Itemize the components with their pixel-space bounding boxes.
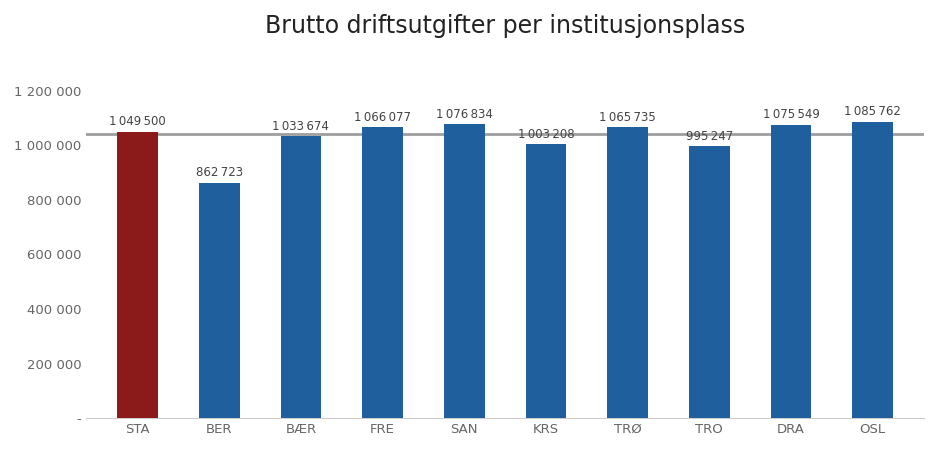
Bar bbox=[444, 124, 485, 418]
Bar bbox=[688, 146, 730, 418]
Text: 1 003 208: 1 003 208 bbox=[518, 128, 574, 141]
Text: 1 085 762: 1 085 762 bbox=[844, 105, 901, 118]
Bar bbox=[199, 183, 240, 418]
Bar bbox=[770, 125, 811, 418]
Text: 1 076 834: 1 076 834 bbox=[436, 108, 492, 121]
Text: 862 723: 862 723 bbox=[196, 166, 243, 180]
Text: 1 049 500: 1 049 500 bbox=[109, 115, 166, 128]
Bar bbox=[853, 122, 893, 418]
Bar bbox=[280, 136, 322, 418]
Text: 1 033 674: 1 033 674 bbox=[273, 120, 329, 133]
Text: 1 065 735: 1 065 735 bbox=[599, 111, 656, 124]
Text: 995 247: 995 247 bbox=[686, 130, 733, 143]
Bar bbox=[362, 127, 403, 418]
Text: 1 066 077: 1 066 077 bbox=[355, 111, 411, 124]
Bar bbox=[117, 131, 158, 418]
Bar bbox=[607, 127, 648, 418]
Title: Brutto driftsutgifter per institusjonsplass: Brutto driftsutgifter per institusjonspl… bbox=[265, 14, 746, 38]
Text: 1 075 549: 1 075 549 bbox=[763, 108, 820, 121]
Bar bbox=[525, 144, 567, 418]
